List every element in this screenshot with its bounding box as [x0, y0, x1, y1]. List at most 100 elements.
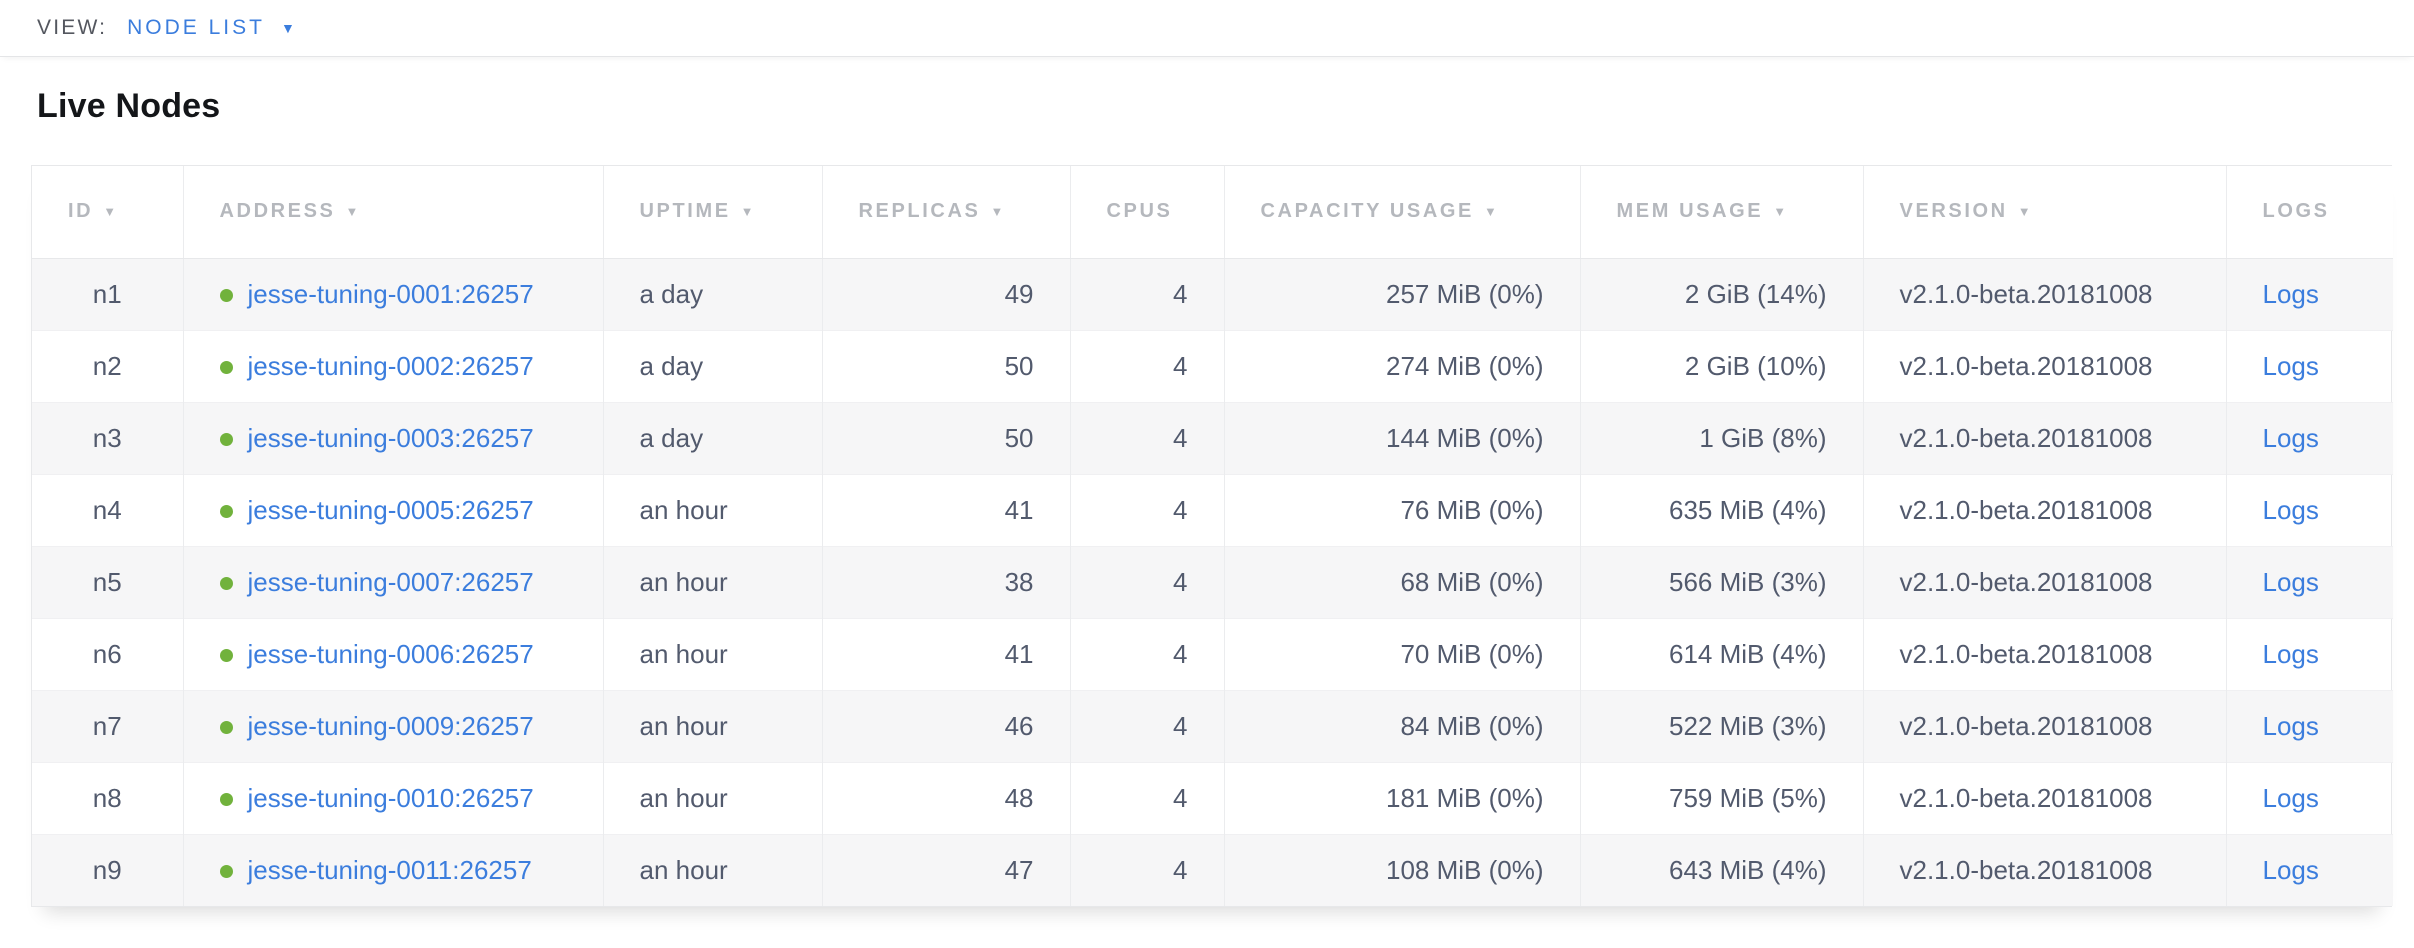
column-header-id[interactable]: ID ▼ — [32, 166, 183, 259]
health-status-icon — [219, 648, 233, 662]
node-logs-link[interactable]: Logs — [2262, 278, 2319, 309]
node-row-n5: n5 jesse-tuning-0007:26257 an hour 38 4 68 Mi… — [32, 545, 2393, 618]
column-header-version[interactable]: VERSION ▼ — [1862, 166, 2226, 259]
node-row-n6: n6 jesse-tuning-0006:26257 an hour 41 4 70 Mi… — [32, 617, 2393, 690]
column-header-label: ADDRESS — [219, 200, 336, 223]
node-address-cell: jesse-tuning-0002:26257 — [182, 329, 603, 402]
node-logs-cell: Logs — [2225, 401, 2393, 474]
node-address-link[interactable]: jesse-tuning-0005:26257 — [247, 494, 534, 525]
node-logs-cell: Logs — [2225, 473, 2393, 546]
node-cpus-cell: 4 — [1069, 329, 1224, 402]
node-uptime-cell: an hour — [602, 617, 822, 690]
node-logs-link[interactable]: Logs — [2262, 422, 2319, 453]
node-id-cell: n7 — [32, 689, 183, 762]
node-logs-cell: Logs — [2225, 761, 2393, 834]
sort-desc-icon: ▼ — [1773, 204, 1787, 220]
node-uptime-cell: an hour — [602, 473, 822, 546]
node-id-cell: n9 — [32, 833, 183, 906]
health-status-icon — [219, 720, 233, 734]
node-row-n3: n3 jesse-tuning-0003:26257 a day 50 4 144 MiB… — [32, 401, 2393, 474]
health-status-icon — [219, 576, 233, 590]
node-replicas-cell: 41 — [821, 473, 1070, 546]
node-replicas-cell: 49 — [821, 258, 1070, 330]
sort-desc-icon: ▼ — [103, 204, 117, 220]
node-cpus-cell: 4 — [1069, 833, 1224, 906]
node-row-n9: n9 jesse-tuning-0011:26257 an hour 47 4 108 M… — [32, 833, 2393, 906]
node-cpus-cell: 4 — [1069, 761, 1224, 834]
node-cpus-cell: 4 — [1069, 617, 1224, 690]
page-title: Live Nodes — [37, 87, 221, 125]
column-header-capacity_usage[interactable]: CAPACITY USAGE ▼ — [1223, 166, 1580, 259]
node-uptime-cell: a day — [602, 329, 822, 402]
node-version-cell: v2.1.0-beta.20181008 — [1862, 329, 2226, 402]
node-capacity-usage-cell: 108 MiB (0%) — [1223, 833, 1580, 906]
node-logs-cell: Logs — [2225, 258, 2393, 330]
view-label: VIEW: — [37, 16, 108, 39]
node-row-n4: n4 jesse-tuning-0005:26257 an hour 41 4 76 Mi… — [32, 473, 2393, 546]
view-dropdown[interactable]: NODE LIST ▼ — [127, 16, 295, 40]
node-logs-link[interactable]: Logs — [2262, 782, 2319, 813]
node-capacity-usage-cell: 181 MiB (0%) — [1223, 761, 1580, 834]
column-header-label: CAPACITY USAGE — [1260, 200, 1474, 223]
column-header-address[interactable]: ADDRESS ▼ — [182, 166, 603, 259]
node-version-cell: v2.1.0-beta.20181008 — [1862, 833, 2226, 906]
node-address-cell: jesse-tuning-0005:26257 — [182, 473, 603, 546]
live-nodes-table: ID ▼ ADDRESS ▼ UPTIME ▼ REPLICAS ▼ CPUS CAPACITY … — [31, 165, 2393, 907]
node-mem-usage-cell: 2 GiB (14%) — [1579, 258, 1863, 330]
sort-desc-icon: ▼ — [345, 204, 359, 220]
node-replicas-cell: 38 — [821, 545, 1070, 618]
node-cpus-cell: 4 — [1069, 473, 1224, 546]
node-version-cell: v2.1.0-beta.20181008 — [1862, 761, 2226, 834]
node-mem-usage-cell: 759 MiB (5%) — [1579, 761, 1863, 834]
node-capacity-usage-cell: 70 MiB (0%) — [1223, 617, 1580, 690]
node-version-cell: v2.1.0-beta.20181008 — [1862, 401, 2226, 474]
node-uptime-cell: a day — [602, 401, 822, 474]
node-address-link[interactable]: jesse-tuning-0010:26257 — [247, 782, 534, 813]
node-capacity-usage-cell: 144 MiB (0%) — [1223, 401, 1580, 474]
node-logs-link[interactable]: Logs — [2262, 710, 2319, 741]
health-status-icon — [219, 288, 233, 302]
node-mem-usage-cell: 522 MiB (3%) — [1579, 689, 1863, 762]
column-header-replicas[interactable]: REPLICAS ▼ — [821, 166, 1070, 259]
health-status-icon — [219, 864, 233, 878]
node-address-link[interactable]: jesse-tuning-0011:26257 — [247, 854, 532, 885]
node-uptime-cell: an hour — [602, 545, 822, 618]
node-id-cell: n4 — [32, 473, 183, 546]
column-header-mem_usage[interactable]: MEM USAGE ▼ — [1579, 166, 1863, 259]
node-logs-cell: Logs — [2225, 833, 2393, 906]
node-address-cell: jesse-tuning-0009:26257 — [182, 689, 603, 762]
node-mem-usage-cell: 635 MiB (4%) — [1579, 473, 1863, 546]
node-cpus-cell: 4 — [1069, 401, 1224, 474]
nodes-table: ID ▼ ADDRESS ▼ UPTIME ▼ REPLICAS ▼ CPUS CAPACITY … — [32, 166, 2393, 906]
node-logs-link[interactable]: Logs — [2262, 566, 2319, 597]
node-logs-link[interactable]: Logs — [2262, 854, 2319, 885]
health-status-icon — [219, 504, 233, 518]
node-logs-cell: Logs — [2225, 329, 2393, 402]
node-address-link[interactable]: jesse-tuning-0002:26257 — [247, 350, 534, 381]
node-logs-link[interactable]: Logs — [2262, 638, 2319, 669]
node-address-cell: jesse-tuning-0003:26257 — [182, 401, 603, 474]
node-logs-link[interactable]: Logs — [2262, 350, 2319, 381]
node-version-cell: v2.1.0-beta.20181008 — [1862, 258, 2226, 330]
node-version-cell: v2.1.0-beta.20181008 — [1862, 473, 2226, 546]
node-address-link[interactable]: jesse-tuning-0009:26257 — [247, 710, 534, 741]
node-capacity-usage-cell: 84 MiB (0%) — [1223, 689, 1580, 762]
node-logs-cell: Logs — [2225, 545, 2393, 618]
node-mem-usage-cell: 566 MiB (3%) — [1579, 545, 1863, 618]
node-replicas-cell: 41 — [821, 617, 1070, 690]
node-cpus-cell: 4 — [1069, 689, 1224, 762]
sort-desc-icon: ▼ — [1483, 204, 1497, 220]
node-address-link[interactable]: jesse-tuning-0007:26257 — [247, 566, 534, 597]
node-logs-link[interactable]: Logs — [2262, 494, 2319, 525]
column-header-logs: LOGS — [2225, 166, 2393, 259]
node-address-cell: jesse-tuning-0006:26257 — [182, 617, 603, 690]
node-address-link[interactable]: jesse-tuning-0001:26257 — [247, 278, 534, 309]
table-header-row: ID ▼ ADDRESS ▼ UPTIME ▼ REPLICAS ▼ CPUS CAPACITY … — [32, 166, 2393, 259]
node-address-link[interactable]: jesse-tuning-0006:26257 — [247, 638, 534, 669]
sort-desc-icon: ▼ — [740, 204, 754, 220]
column-header-uptime[interactable]: UPTIME ▼ — [602, 166, 822, 259]
node-replicas-cell: 48 — [821, 761, 1070, 834]
health-status-icon — [219, 360, 233, 374]
node-address-link[interactable]: jesse-tuning-0003:26257 — [247, 422, 534, 453]
node-mem-usage-cell: 1 GiB (8%) — [1579, 401, 1863, 474]
